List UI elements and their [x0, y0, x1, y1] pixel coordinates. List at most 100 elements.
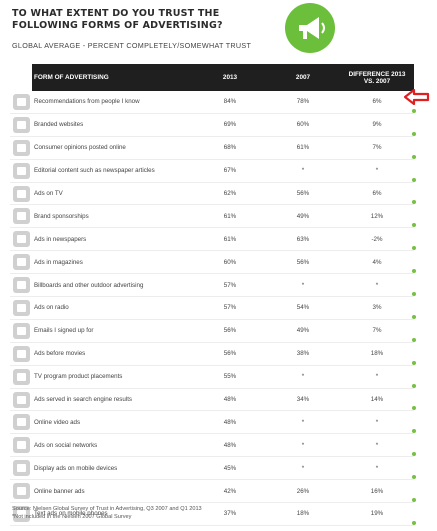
row-difference: 14% — [370, 396, 384, 404]
table-row: Emails I signed up for 56% 49% 7% — [10, 319, 416, 343]
row-value-2007: 26% — [266, 479, 340, 504]
row-value-2007: * — [266, 433, 340, 458]
row-end-dot — [412, 154, 416, 159]
row-difference-cell: 12% — [340, 204, 416, 229]
row-icon-cell — [10, 273, 32, 298]
row-value-2007: 56% — [266, 250, 340, 275]
table-row: Consumer opinions posted online 68% 61% 7% — [10, 136, 416, 160]
trust-table: FORM OF ADVERTISING 2013 2007 DIFFERENCE… — [10, 64, 416, 526]
row-difference: 7% — [372, 327, 382, 335]
row-icon-cell — [10, 182, 32, 206]
title-line-1: TO WHAT EXTENT DO YOU TRUST THE — [12, 8, 220, 19]
row-end-dot — [412, 475, 416, 480]
row-icon-cell — [10, 502, 32, 526]
magazine-icon — [12, 254, 30, 271]
row-icon-cell — [10, 113, 32, 137]
footnote: Source: Nielsen Global Survey of Trust i… — [12, 505, 202, 521]
row-value-2013: 60% — [194, 250, 266, 275]
header-icon-spacer — [10, 64, 32, 91]
table-row: Branded websites 69% 60% 9% — [10, 113, 416, 137]
table-row: Brand sponsorships 61% 49% 12% — [10, 204, 416, 229]
newspaper-icon — [12, 231, 30, 248]
row-label: Display ads on mobile devices — [32, 456, 194, 481]
table-row: TV program product placements 55% * * — [10, 365, 416, 389]
row-end-dot — [412, 452, 416, 457]
row-value-2007: 61% — [266, 136, 340, 160]
row-value-2007: 60% — [266, 113, 340, 137]
row-end-dot — [412, 177, 416, 182]
table-row: Ads on social networks 48% * * — [10, 433, 416, 458]
row-difference: 6% — [372, 98, 382, 106]
row-value-2013: 48% — [194, 410, 266, 435]
row-value-2013: 57% — [194, 273, 266, 298]
row-label: Ads on radio — [32, 296, 194, 320]
row-difference-cell: 7% — [340, 319, 416, 343]
row-label: Billboards and other outdoor advertising — [32, 273, 194, 298]
table-row: Ads on radio 57% 54% 3% — [10, 296, 416, 320]
row-label: Consumer opinions posted online — [32, 136, 194, 160]
row-difference: -2% — [371, 235, 383, 243]
row-icon-cell — [10, 433, 32, 458]
row-icon-cell — [10, 388, 32, 412]
row-end-dot — [412, 292, 416, 297]
footnote-source: Source: Nielsen Global Survey of Trust i… — [12, 506, 202, 512]
movie-icon — [12, 345, 30, 362]
row-end-dot — [412, 269, 416, 274]
people-icon — [12, 93, 30, 110]
row-difference: * — [375, 167, 379, 175]
row-end-dot — [412, 498, 416, 503]
row-difference: * — [375, 281, 379, 289]
row-value-2007: 56% — [266, 182, 340, 206]
row-difference-cell: * — [340, 410, 416, 435]
row-label: Online banner ads — [32, 479, 194, 504]
table-row: Ads before movies 56% 38% 18% — [10, 342, 416, 366]
row-icon-cell — [10, 479, 32, 504]
row-difference: 6% — [372, 190, 382, 197]
row-end-dot — [412, 200, 416, 205]
row-difference: * — [375, 418, 379, 426]
browser-icon — [12, 116, 30, 133]
row-value-2013: 55% — [194, 365, 266, 389]
table-row: Ads served in search engine results 48% 34… — [10, 388, 416, 412]
row-value-2007: 78% — [266, 91, 340, 114]
table-row: Editorial content such as newspaper arti… — [10, 159, 416, 183]
table-row: Ads in newspapers 61% 63% -2% — [10, 227, 416, 252]
row-icon-cell — [10, 136, 32, 160]
row-difference-cell: * — [340, 159, 416, 183]
row-end-dot — [412, 383, 416, 388]
row-difference-cell: * — [340, 273, 416, 298]
row-icon-cell — [10, 159, 32, 183]
banner-icon — [12, 483, 30, 500]
row-label: Brand sponsorships — [32, 204, 194, 229]
row-end-dot — [412, 223, 416, 228]
row-value-2013: 84% — [194, 91, 266, 114]
row-value-2013: 42% — [194, 479, 266, 504]
row-value-2013: 56% — [194, 342, 266, 366]
page-subtitle: GLOBAL AVERAGE - PERCENT COMPLETELY/SOME… — [12, 41, 252, 50]
row-difference: * — [375, 373, 379, 381]
row-difference: 16% — [370, 487, 384, 495]
row-value-2007: * — [266, 365, 340, 389]
row-icon-cell — [10, 319, 32, 343]
row-value-2007: 38% — [266, 342, 340, 366]
video-icon — [12, 414, 30, 431]
row-end-dot — [412, 314, 416, 319]
row-difference: * — [375, 441, 379, 449]
megaphone-icon — [285, 3, 335, 53]
row-value-2013: 48% — [194, 433, 266, 458]
row-icon-cell — [10, 227, 32, 252]
radio-icon — [12, 299, 30, 316]
row-end-dot — [412, 360, 416, 365]
table-row: Ads on TV 62% 56% 6% — [10, 182, 416, 206]
header-2013: 2013 — [194, 64, 266, 91]
row-icon-cell — [10, 410, 32, 435]
red-arrow-icon — [404, 89, 430, 105]
row-value-2007: * — [266, 159, 340, 183]
row-icon-cell — [10, 342, 32, 366]
table-row: Display ads on mobile devices 45% * * — [10, 456, 416, 481]
page-title: TO WHAT EXTENT DO YOU TRUST THE FOLLOWIN… — [12, 8, 312, 32]
row-icon-cell — [10, 296, 32, 320]
row-value-2013: 68% — [194, 136, 266, 160]
row-difference-cell: 6% — [340, 182, 416, 206]
row-label: Ads on TV — [32, 182, 194, 206]
